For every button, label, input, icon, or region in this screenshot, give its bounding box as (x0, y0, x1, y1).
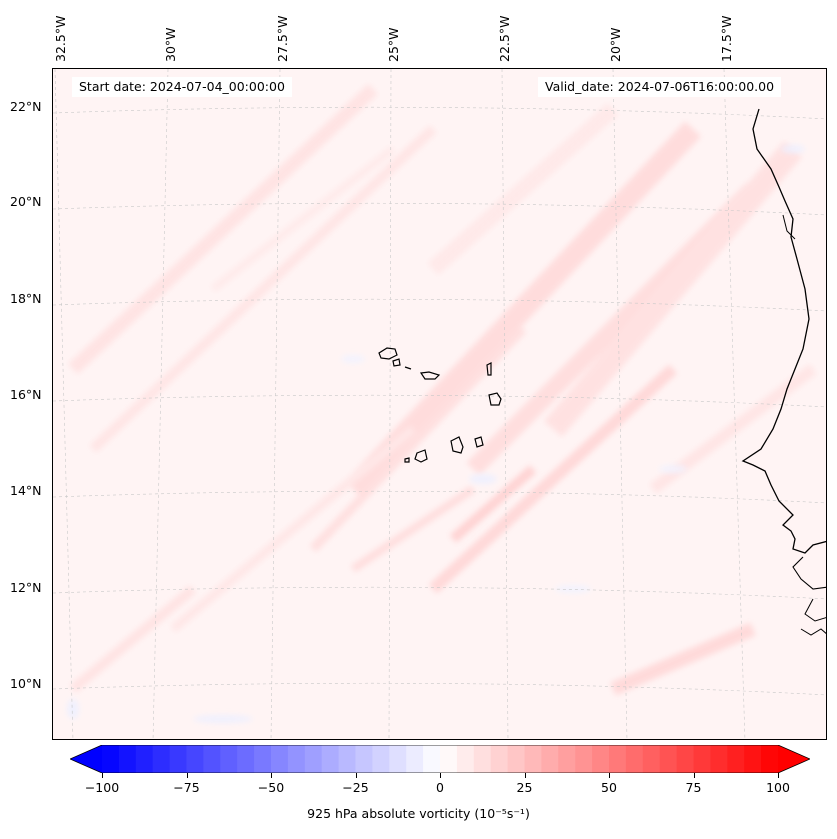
colorbar-cell (338, 745, 356, 773)
start-date-label: Start date: 2024-07-04_00:00:00 (72, 77, 292, 97)
lon-label-27-5w: 27.5°W (275, 15, 290, 62)
lon-label-17-5w: 17.5°W (719, 15, 734, 62)
map-panel[interactable] (52, 68, 827, 740)
lon-label-30w: 30°W (163, 27, 178, 62)
lat-label-16n: 16°N (10, 387, 42, 402)
colorbar-cell (237, 745, 255, 773)
colorbar-cell (169, 745, 187, 773)
colorbar-cell (118, 745, 137, 773)
lon-label-20w: 20°W (608, 27, 623, 62)
colorbar-tick-label: 75 (685, 780, 702, 795)
colorbar-tick-label: 100 (766, 780, 790, 795)
colorbar-cell (254, 745, 272, 773)
colorbar-tick-label: −75 (173, 780, 200, 795)
colorbar-cells (102, 745, 779, 773)
colorbar-cell (423, 745, 441, 773)
colorbar-tickmark (693, 773, 695, 778)
vorticity-field (53, 69, 826, 739)
colorbar-svg (69, 744, 811, 774)
colorbar-cell (693, 745, 711, 773)
colorbar-cell (102, 745, 120, 773)
colorbar-cell (355, 745, 373, 773)
colorbar-cell (507, 745, 525, 773)
colorbar-tick-label: 0 (436, 780, 444, 795)
lat-label-18n: 18°N (10, 291, 42, 306)
colorbar-cell (186, 745, 204, 773)
colorbar-tick-label: −25 (342, 780, 369, 795)
colorbar (69, 744, 811, 774)
colorbar-cell (575, 745, 593, 773)
africa-coastline (741, 108, 826, 554)
colorbar-cell (389, 745, 407, 773)
colorbar-cell (406, 745, 424, 773)
colorbar-cell (659, 745, 678, 773)
colorbar-tick-label: −100 (84, 780, 120, 795)
colorbar-cell (541, 745, 559, 773)
colorbar-cell (727, 745, 745, 773)
colorbar-tickmark (102, 773, 103, 778)
colorbar-cell (592, 745, 610, 773)
lat-label-10n: 10°N (10, 676, 42, 691)
colorbar-cell (440, 745, 458, 773)
colorbar-cell (710, 745, 728, 773)
colorbar-cell (372, 745, 390, 773)
colorbar-cell (490, 745, 509, 773)
colorbar-cell (744, 745, 762, 773)
colorbar-cell (152, 745, 171, 773)
lat-label-12n: 12°N (10, 580, 42, 595)
colorbar-cell (524, 745, 542, 773)
lon-label-22-5w: 22.5°W (497, 15, 512, 62)
colorbar-cell (135, 745, 154, 773)
lat-label-22n: 22°N (10, 99, 42, 114)
colorbar-cell (642, 745, 661, 773)
colorbar-tick-label: −50 (257, 780, 285, 795)
colorbar-tickmark (271, 773, 272, 778)
colorbar-tickmark (355, 773, 357, 778)
colorbar-cell (304, 745, 323, 773)
colorbar-cell (203, 745, 221, 773)
lat-label-20n: 20°N (10, 194, 42, 209)
colorbar-tick-label: 25 (516, 780, 533, 795)
colorbar-cell (321, 745, 340, 773)
colorbar-tick-label: 50 (601, 780, 617, 795)
colorbar-cell (558, 745, 576, 773)
colorbar-cell (287, 745, 306, 773)
colorbar-cell (676, 745, 694, 773)
colorbar-cell (220, 745, 238, 773)
colorbar-cell (456, 745, 475, 773)
graticule (53, 69, 826, 739)
colorbar-cell (271, 745, 289, 773)
cape-verde-islands (378, 347, 502, 463)
colorbar-cell (625, 745, 644, 773)
colorbar-tickmark (778, 773, 779, 778)
colorbar-cell (473, 745, 492, 773)
colorbar-tickmark (609, 773, 610, 778)
colorbar-tickmark (524, 773, 526, 778)
lat-label-14n: 14°N (10, 483, 42, 498)
colorbar-extend-max (778, 745, 810, 773)
lon-label-32-5w: 32.5°W (53, 15, 68, 62)
colorbar-cell (761, 745, 779, 773)
colorbar-extend-min (70, 745, 102, 773)
colorbar-label: 925 hPa absolute vorticity (10⁻⁵s⁻¹) (307, 806, 530, 821)
colorbar-tickmark (440, 773, 441, 778)
colorbar-cell (609, 745, 627, 773)
lon-label-25w: 25°W (386, 27, 401, 62)
valid-date-label: Valid_date: 2024-07-06T16:00:00.00 (538, 77, 782, 97)
colorbar-tickmark (186, 773, 188, 778)
